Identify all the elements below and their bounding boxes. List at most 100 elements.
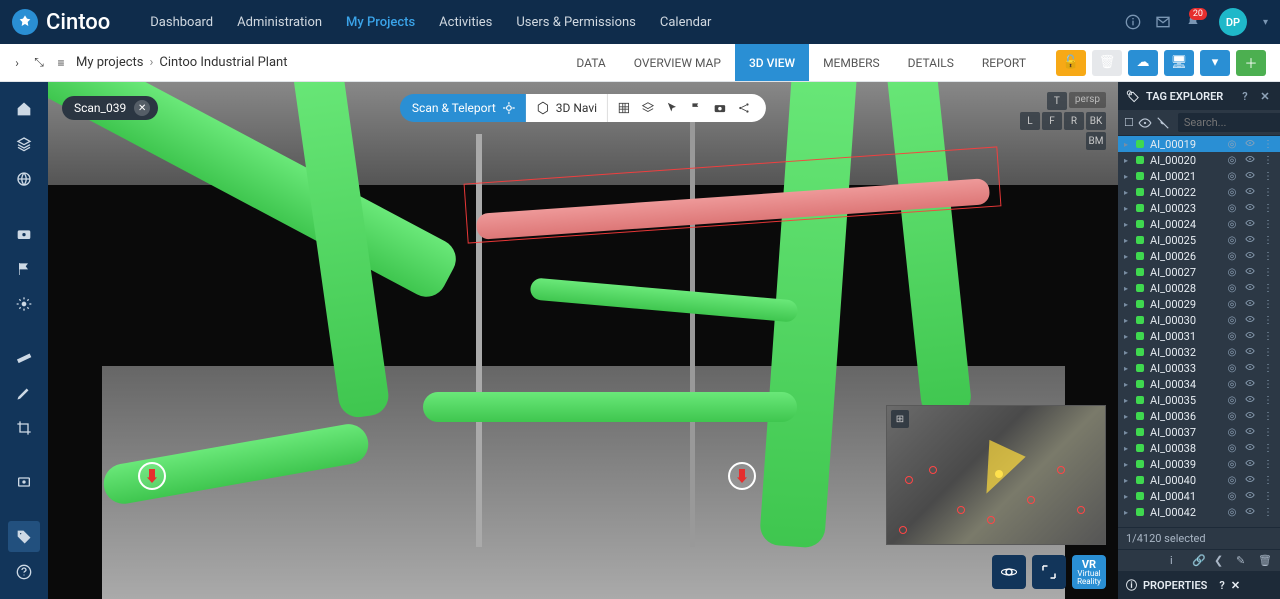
flag-toolbar-icon[interactable] — [684, 94, 708, 122]
tag-target-icon[interactable]: ◎ — [1226, 507, 1238, 518]
tag-visibility-icon[interactable] — [1244, 154, 1256, 167]
vr-button[interactable]: VR Virtual Reality — [1072, 555, 1106, 589]
tag-target-icon[interactable]: ◎ — [1226, 251, 1238, 262]
tag-row[interactable]: ▸AI_00036◎⋮ — [1118, 408, 1280, 424]
breadcrumb-current[interactable]: Cintoo Industrial Plant — [159, 55, 287, 70]
tag-search-input[interactable] — [1178, 113, 1280, 132]
tag-menu-icon[interactable]: ⋮ — [1262, 395, 1274, 406]
tag-visibility-icon[interactable] — [1244, 490, 1256, 503]
layers-icon[interactable] — [8, 129, 40, 160]
tag-menu-icon[interactable]: ⋮ — [1262, 443, 1274, 454]
tag-visibility-icon[interactable] — [1244, 410, 1256, 423]
view-cube-left[interactable]: L — [1020, 112, 1040, 130]
nav-item[interactable]: Activities — [439, 15, 492, 30]
3d-navigation-mode[interactable]: 3D Navi — [526, 94, 608, 122]
user-avatar[interactable]: DP — [1219, 8, 1247, 36]
scan-station-marker[interactable] — [138, 462, 166, 490]
globe-icon[interactable] — [8, 164, 40, 195]
share-action-icon[interactable]: ❮ — [1214, 554, 1228, 567]
tag-visibility-icon[interactable] — [1244, 378, 1256, 391]
expand-icon[interactable]: ▸ — [1124, 204, 1130, 213]
project-tab[interactable]: 3D VIEW — [735, 44, 809, 81]
tag-menu-icon[interactable]: ⋮ — [1262, 411, 1274, 422]
tree-collapse-icon[interactable]: ⤡ — [32, 55, 46, 70]
info-action-icon[interactable]: i — [1170, 554, 1184, 567]
tag-visibility-icon[interactable] — [1244, 330, 1256, 343]
expand-icon[interactable]: ▸ — [1124, 220, 1130, 229]
mail-icon[interactable] — [1155, 14, 1171, 30]
minimap-grid-icon[interactable]: ⊞ — [891, 410, 909, 428]
fullscreen-icon[interactable] — [1032, 555, 1066, 589]
3d-viewport[interactable]: Scan_039 ✕ Scan & Teleport 3D Navi — [48, 82, 1118, 599]
home-icon[interactable] — [8, 94, 40, 125]
tag-row[interactable]: ▸AI_00032◎⋮ — [1118, 344, 1280, 360]
pencil-icon[interactable] — [8, 377, 40, 408]
panel-help-icon[interactable]: ? — [1238, 90, 1252, 103]
tag-visibility-icon[interactable] — [1244, 506, 1256, 519]
tag-row[interactable]: ▸AI_00041◎⋮ — [1118, 488, 1280, 504]
tag-row[interactable]: ▸AI_00022◎⋮ — [1118, 184, 1280, 200]
camera-projection-label[interactable]: persp — [1069, 92, 1106, 108]
link-action-icon[interactable]: 🔗 — [1192, 554, 1206, 567]
tag-visibility-icon[interactable] — [1244, 298, 1256, 311]
tag-visibility-icon[interactable] — [1244, 394, 1256, 407]
tag-target-icon[interactable]: ◎ — [1226, 347, 1238, 358]
tag-visibility-icon[interactable] — [1244, 282, 1256, 295]
expand-icon[interactable]: ▸ — [1124, 348, 1130, 357]
bell-icon[interactable]: 20 — [1185, 14, 1201, 30]
tag-menu-icon[interactable]: ⋮ — [1262, 331, 1274, 342]
tag-menu-icon[interactable]: ⋮ — [1262, 235, 1274, 246]
tag-target-icon[interactable]: ◎ — [1226, 459, 1238, 470]
tag-target-icon[interactable]: ◎ — [1226, 363, 1238, 374]
tag-menu-icon[interactable]: ⋮ — [1262, 283, 1274, 294]
tag-row[interactable]: ▸AI_00039◎⋮ — [1118, 456, 1280, 472]
brand-logo[interactable]: Cintoo — [12, 9, 110, 35]
tag-target-icon[interactable]: ◎ — [1226, 139, 1238, 150]
cloud-sync-button[interactable]: ☁ — [1128, 50, 1158, 76]
select-all-icon[interactable]: ☐ — [1124, 115, 1134, 131]
ruler-icon[interactable] — [8, 342, 40, 373]
tag-target-icon[interactable]: ◎ — [1226, 395, 1238, 406]
pointer-icon[interactable] — [660, 94, 684, 122]
tag-menu-icon[interactable]: ⋮ — [1262, 299, 1274, 310]
tag-visibility-icon[interactable] — [1244, 314, 1256, 327]
expand-icon[interactable]: ▸ — [1124, 492, 1130, 501]
tag-menu-icon[interactable]: ⋮ — [1262, 459, 1274, 470]
tag-target-icon[interactable]: ◎ — [1226, 203, 1238, 214]
expand-icon[interactable]: ▸ — [1124, 172, 1130, 181]
tag-visibility-icon[interactable] — [1244, 250, 1256, 263]
tag-row[interactable]: ▸AI_00037◎⋮ — [1118, 424, 1280, 440]
info-icon[interactable] — [1125, 14, 1141, 30]
expand-icon[interactable]: ▸ — [1124, 268, 1130, 277]
project-tab[interactable]: DATA — [562, 44, 619, 81]
expand-icon[interactable]: ▸ — [1124, 396, 1130, 405]
nav-item[interactable]: Users & Permissions — [516, 15, 636, 30]
share-icon[interactable] — [732, 94, 756, 122]
tag-visibility-icon[interactable] — [1244, 362, 1256, 375]
tag-row[interactable]: ▸AI_00025◎⋮ — [1118, 232, 1280, 248]
tag-visibility-icon[interactable] — [1244, 266, 1256, 279]
expand-icon[interactable]: ▸ — [1124, 252, 1130, 261]
device-dropdown-icon[interactable]: ▾ — [1200, 50, 1230, 76]
tag-row[interactable]: ▸AI_00035◎⋮ — [1118, 392, 1280, 408]
tag-row[interactable]: ▸AI_00029◎⋮ — [1118, 296, 1280, 312]
tag-menu-icon[interactable]: ⋮ — [1262, 491, 1274, 502]
tag-target-icon[interactable]: ◎ — [1226, 155, 1238, 166]
tag-row[interactable]: ▸AI_00027◎⋮ — [1118, 264, 1280, 280]
expand-icon[interactable]: ▸ — [1124, 444, 1130, 453]
expand-icon[interactable]: ▸ — [1124, 508, 1130, 517]
delete-action-icon[interactable]: 🗑 — [1258, 554, 1272, 567]
scan-teleport-mode[interactable]: Scan & Teleport — [400, 94, 526, 122]
tag-visibility-icon[interactable] — [1244, 234, 1256, 247]
expand-icon[interactable]: ▸ — [1124, 156, 1130, 165]
tag-visibility-icon[interactable] — [1244, 186, 1256, 199]
tag-target-icon[interactable]: ◎ — [1226, 315, 1238, 326]
tag-target-icon[interactable]: ◎ — [1226, 171, 1238, 182]
camera-toolbar-icon[interactable] — [708, 94, 732, 122]
nav-item[interactable]: Dashboard — [150, 15, 213, 30]
tag-target-icon[interactable]: ◎ — [1226, 331, 1238, 342]
gear-icon[interactable] — [8, 288, 40, 319]
tag-visibility-icon[interactable] — [1244, 346, 1256, 359]
camera-icon[interactable] — [8, 218, 40, 249]
tag-row[interactable]: ▸AI_00021◎⋮ — [1118, 168, 1280, 184]
